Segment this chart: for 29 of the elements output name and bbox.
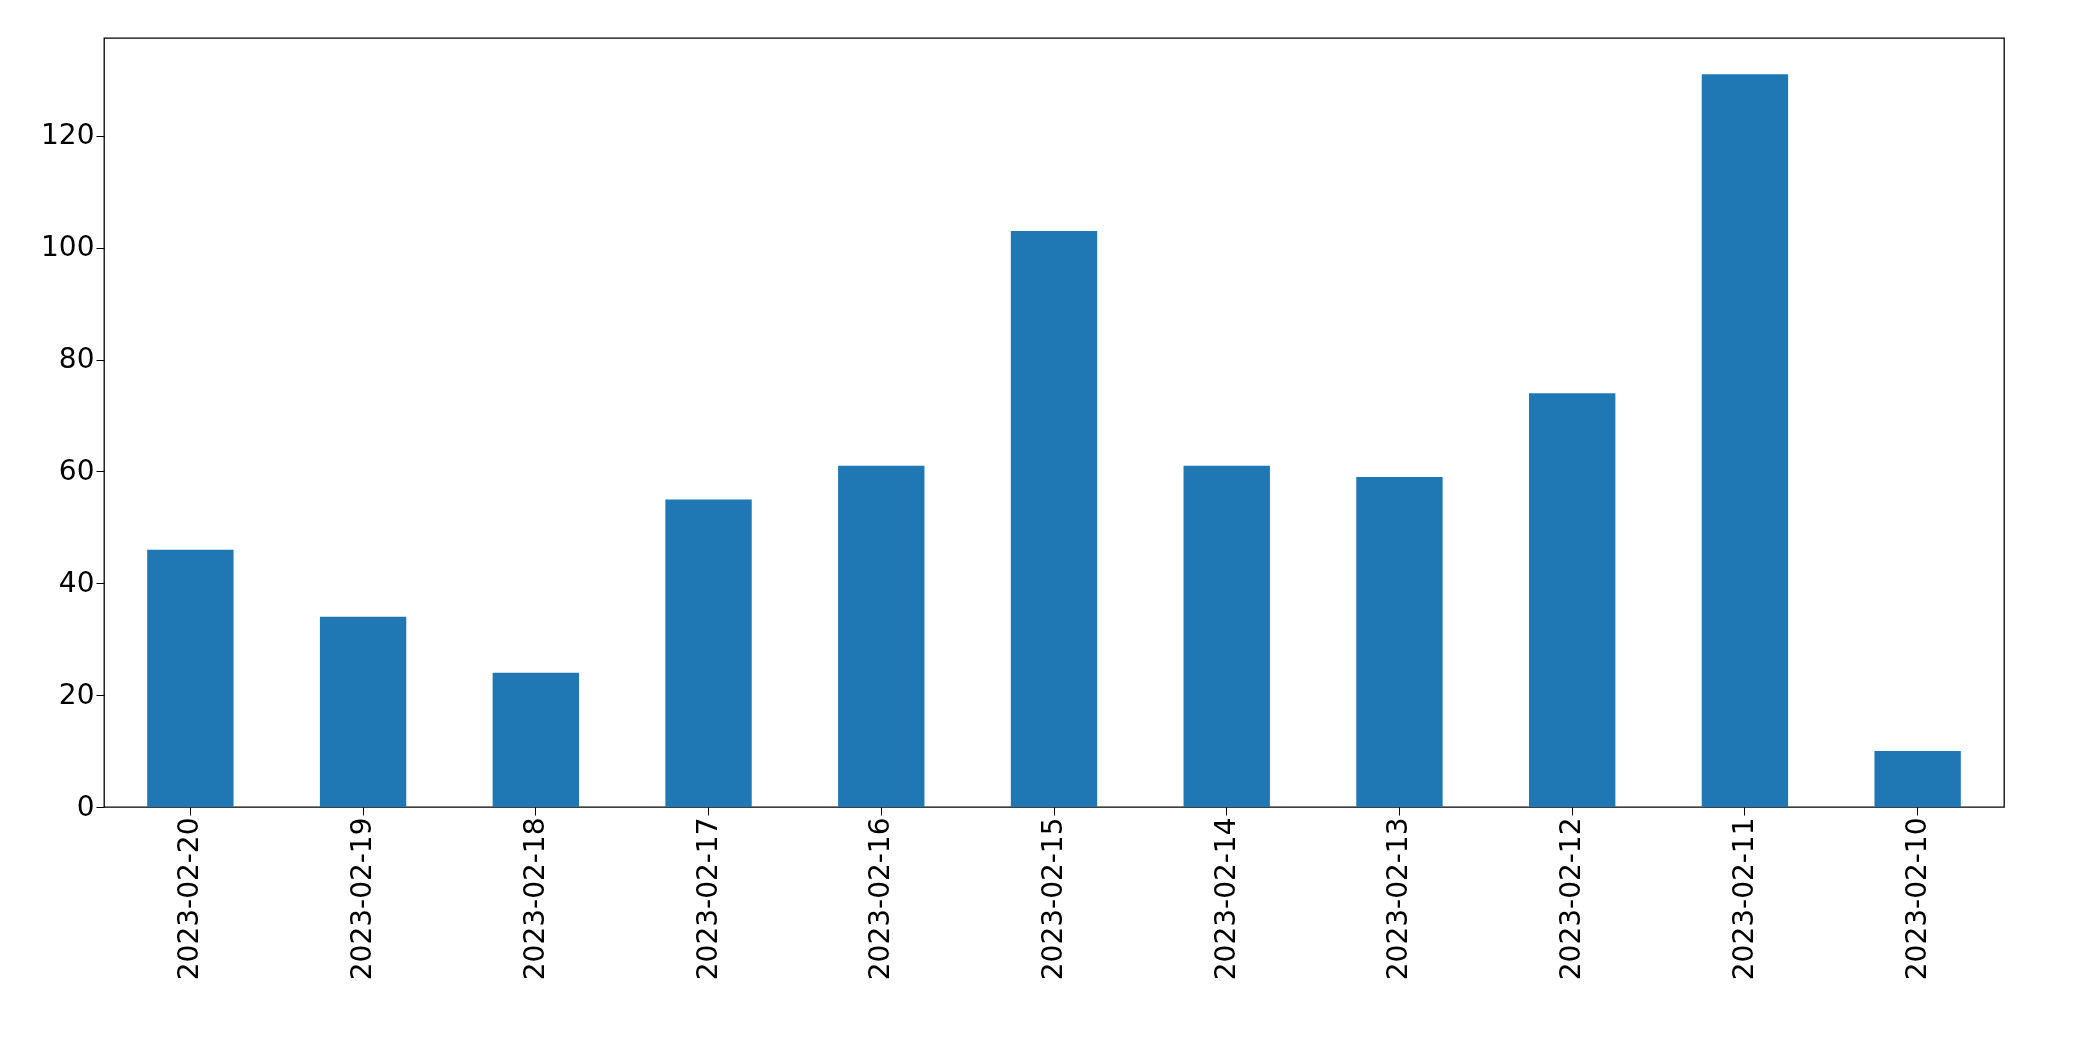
bar	[319, 616, 407, 807]
x-tick-label: 2023-02-10	[1899, 817, 1933, 981]
bar	[1010, 230, 1098, 807]
y-tick-label: 60	[58, 453, 95, 487]
y-tick-label: 80	[58, 342, 95, 376]
x-tick-label: 2023-02-18	[517, 817, 551, 981]
bar	[1701, 74, 1789, 807]
bar	[1183, 465, 1270, 807]
y-tick-label: 40	[58, 565, 95, 599]
x-tick-label: 2023-02-11	[1726, 817, 1760, 981]
x-tick-label: 2023-02-19	[345, 817, 379, 981]
bar	[1529, 393, 1616, 807]
y-tick-label: 100	[41, 230, 95, 264]
bar	[492, 672, 579, 807]
x-tick-label: 2023-02-20	[172, 817, 206, 981]
bar	[1356, 477, 1443, 807]
bar	[665, 499, 752, 807]
y-tick-label: 20	[58, 677, 95, 711]
bar	[1874, 751, 1961, 807]
x-tick-label: 2023-02-13	[1381, 817, 1415, 981]
x-tick-label: 2023-02-17	[690, 817, 724, 981]
x-tick-label: 2023-02-15	[1036, 817, 1069, 981]
y-tick-label: 120	[41, 118, 95, 152]
y-tick-label: 0	[76, 789, 95, 823]
x-tick-label: 2023-02-16	[863, 817, 897, 981]
bar	[147, 549, 234, 807]
x-tick-label: 2023-02-12	[1554, 817, 1588, 981]
x-tick-label: 2023-02-14	[1208, 817, 1242, 981]
bar	[838, 465, 925, 807]
